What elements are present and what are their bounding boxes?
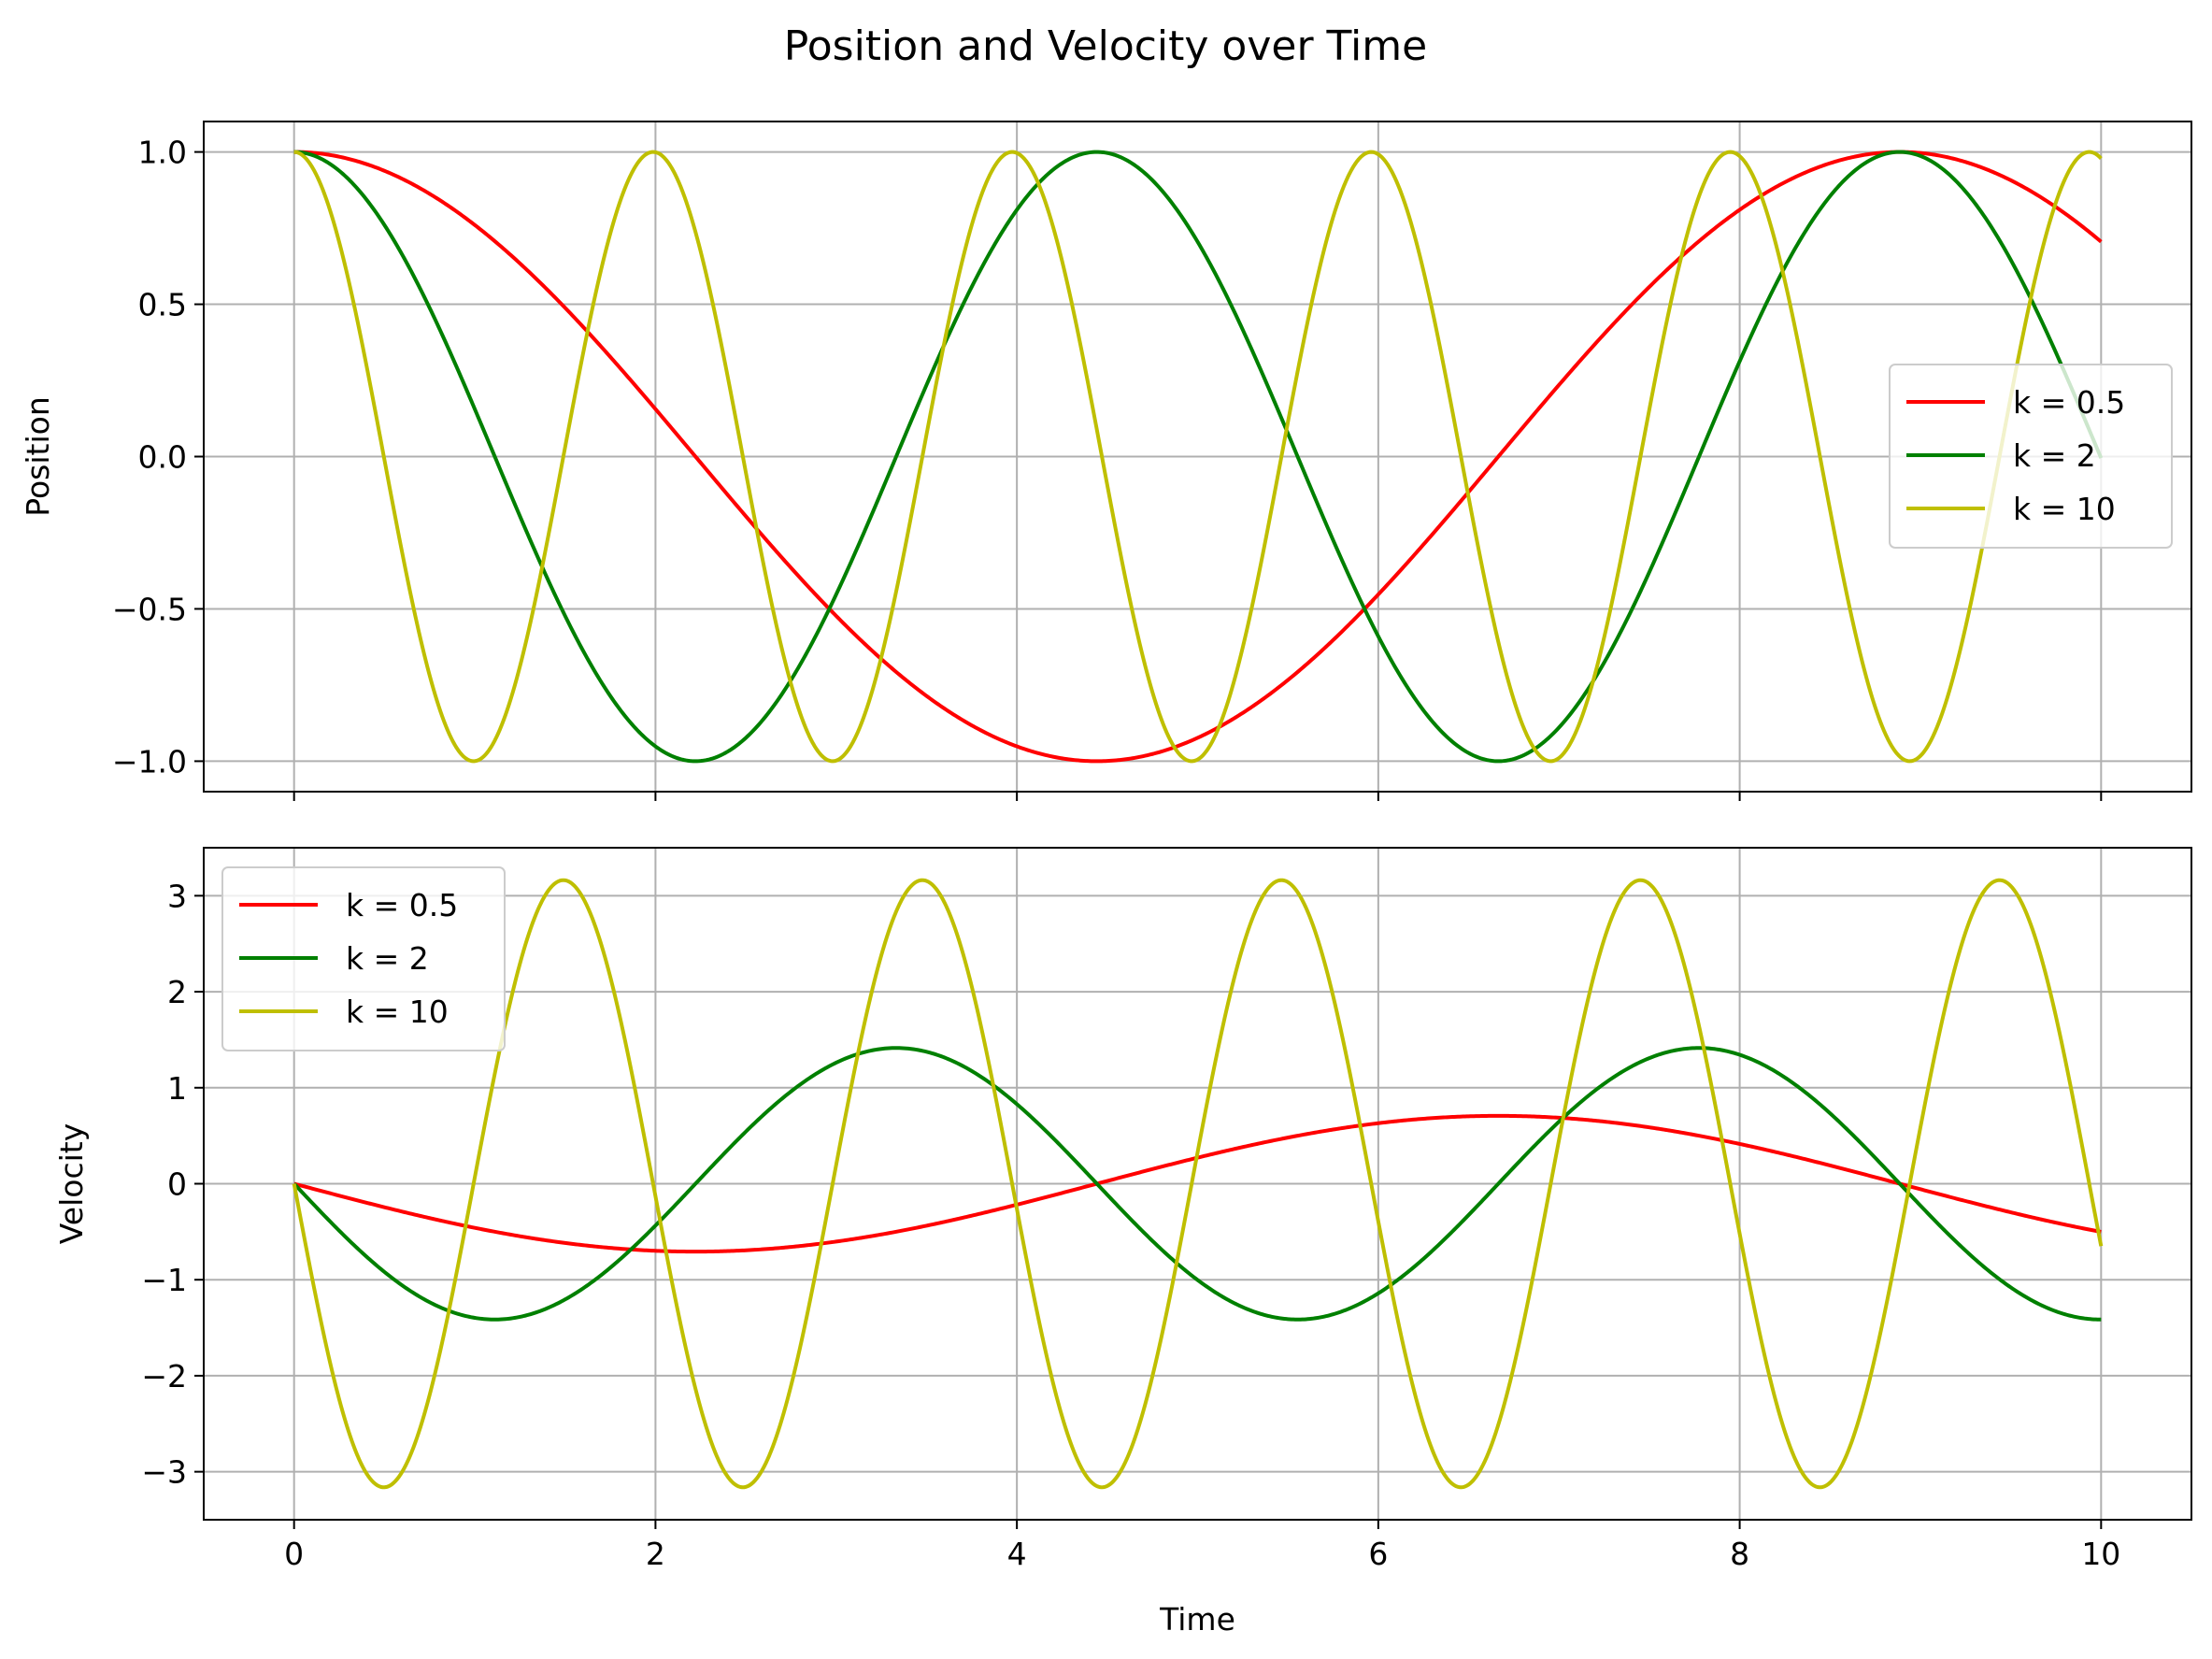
velocity-series-line-1 — [293, 1046, 2102, 1322]
velocity-x-tick-label: 4 — [1007, 1536, 1027, 1572]
velocity-legend-label: k = 10 — [346, 994, 449, 1030]
position-y-tick-label: 1.0 — [138, 135, 187, 171]
position-y-tick-label: 0.5 — [138, 287, 187, 323]
velocity-x-tick-label: 8 — [1730, 1536, 1749, 1572]
position-legend-box — [1889, 364, 2173, 549]
velocity-y-tick-label: 0 — [167, 1166, 187, 1203]
velocity-legend-box — [221, 866, 506, 1051]
velocity-y-tick-label: −1 — [141, 1262, 187, 1298]
velocity-y-tick-label: −3 — [141, 1454, 187, 1491]
position-y-tick-label: −1.0 — [112, 743, 187, 779]
velocity-series-layer — [292, 878, 2104, 1490]
position-legend-label: k = 2 — [2013, 437, 2096, 474]
position-series-line-0 — [293, 150, 2103, 764]
velocity-series-line-2 — [292, 878, 2104, 1490]
position-legend-label: k = 10 — [2013, 491, 2116, 527]
figure-title: Position and Velocity over Time — [784, 22, 1427, 70]
position-series-line-2 — [293, 150, 2103, 764]
position-subplot: −1.0−0.50.00.51.0 Position k = 0.5k = 2k… — [20, 121, 2192, 801]
position-ticks: −1.0 −0.5 0.0 0.5 1.0 — [112, 135, 2103, 801]
position-series-layer — [293, 150, 2104, 764]
velocity-legend-label: k = 2 — [346, 940, 429, 977]
velocity-x-tick-label: 0 — [284, 1536, 304, 1572]
velocity-ticks: 0 2 4 6 8 10 −3 −2 −1 0 1 2 3 — [141, 878, 2120, 1572]
velocity-y-axis-label: Velocity — [53, 1123, 90, 1244]
position-series-line-1 — [293, 150, 2104, 764]
velocity-x-tick-label: 10 — [2081, 1536, 2120, 1572]
velocity-y-tick-label: 2 — [167, 974, 187, 1010]
position-legend-label: k = 0.5 — [2013, 384, 2125, 421]
velocity-legend-label: k = 0.5 — [346, 887, 458, 923]
velocity-y-tick-label: 3 — [167, 878, 187, 914]
position-legend: k = 0.5 k = 2 k = 10 — [1889, 364, 2173, 549]
position-y-tick-label: −0.5 — [112, 591, 187, 627]
velocity-x-tick-label: 6 — [1368, 1536, 1388, 1572]
position-y-tick-label: 0.0 — [138, 439, 187, 476]
velocity-x-axis-label: Time — [1159, 1601, 1235, 1638]
velocity-grid — [204, 848, 2191, 1520]
position-y-axis-label: Position — [20, 396, 56, 517]
velocity-y-tick-label: 1 — [167, 1070, 187, 1107]
velocity-x-tick-label: 2 — [646, 1536, 665, 1572]
velocity-y-tick-label: −2 — [141, 1358, 187, 1394]
velocity-legend: k = 0.5 k = 2 k = 10 — [221, 866, 506, 1051]
